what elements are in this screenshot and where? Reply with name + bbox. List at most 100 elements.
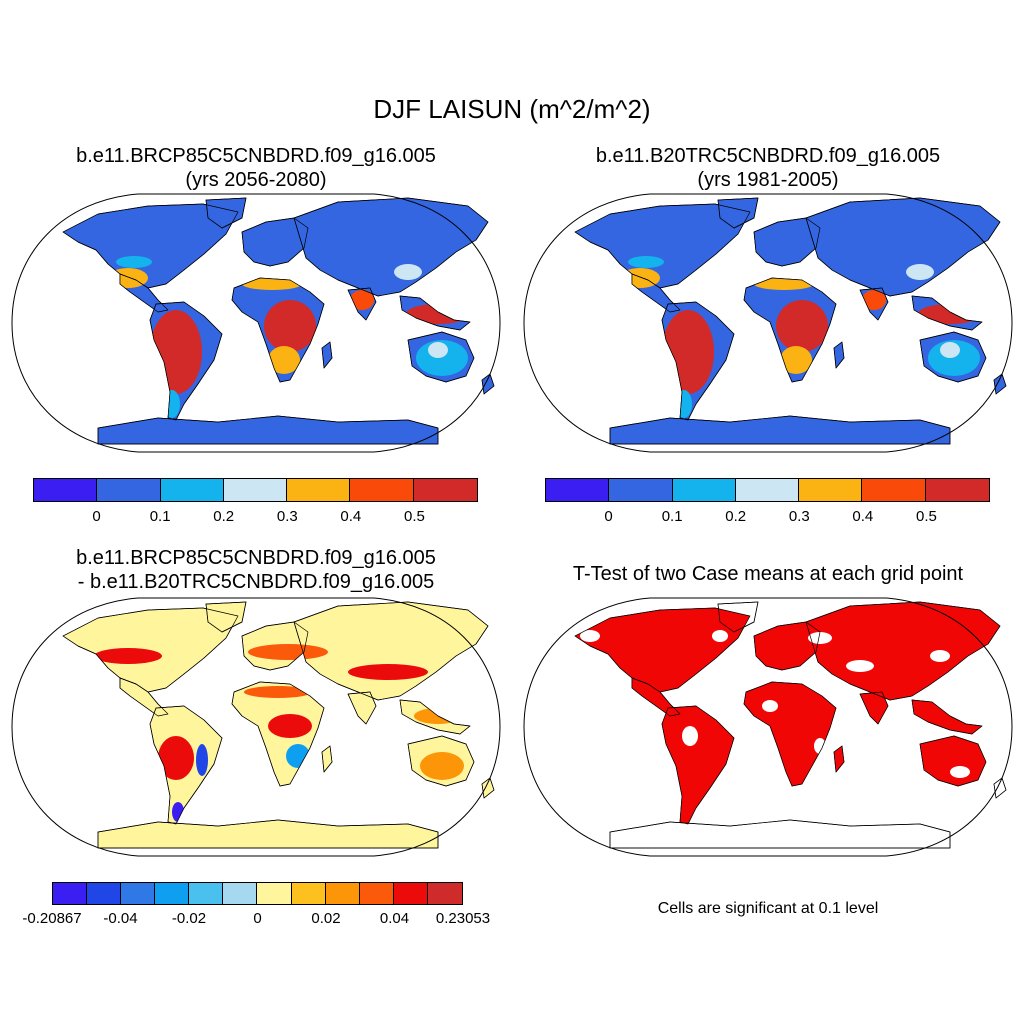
colorbar-future-tick-label: 0.2 [213, 508, 235, 525]
not-significant-area [930, 650, 950, 662]
colorbar-future-swatch [287, 479, 351, 501]
colorbar-historical-swatch [609, 479, 673, 501]
landmass-greenland [717, 601, 759, 633]
landmass-ant [97, 819, 439, 849]
landmass-eu [241, 621, 309, 671]
colorbar-difference-swatch [189, 883, 224, 904]
colorbar-future-swatch [97, 479, 161, 501]
colorbar-historical-swatch [672, 479, 736, 501]
colorbar-difference [52, 882, 463, 905]
landmass-af [231, 277, 325, 383]
landmass-mdg [321, 745, 333, 773]
colorbar-future-tick-label: 0.4 [340, 508, 362, 525]
landmass-asia [293, 601, 489, 701]
colorbar-historical-swatch [735, 479, 800, 501]
main-title: DJF LAISUN (m^2/m^2) [373, 94, 651, 124]
landmass-ind [859, 691, 889, 725]
landmass-aus [919, 735, 987, 787]
landmass-ca [119, 677, 169, 717]
landmass-ind [859, 287, 889, 321]
colorbar-future-swatch [223, 479, 288, 501]
landmass-sea [399, 295, 471, 331]
panel4-title: T-Test of two Case means at each grid po… [518, 562, 1018, 586]
na-midlat-increase [94, 648, 162, 664]
not-significant-area [808, 632, 832, 644]
not-significant-area [846, 660, 874, 672]
us-south-low [628, 256, 664, 268]
southern-africa-mid [780, 346, 812, 374]
mexico-mid [108, 268, 148, 288]
panel1-title-line1: b.e11.BRCP85C5CNBDRD.f09_g16.005 [76, 145, 436, 167]
panel4-title-line1: T-Test of two Case means at each grid po… [572, 563, 964, 585]
landmass-mdg [833, 745, 845, 773]
central-africa-high [264, 300, 316, 352]
significant-af [744, 682, 836, 786]
land-shading [575, 602, 1000, 824]
landmass-sea [911, 295, 983, 331]
landmass-greenland [205, 197, 247, 229]
colorbar-future-swatch [160, 479, 224, 501]
colorbar-difference-tick-label: 0.23053 [435, 910, 491, 927]
map-panel-ttest [523, 597, 1013, 857]
eurasia-increase-east [348, 664, 428, 680]
australia-inner [940, 342, 960, 358]
landmass-sea [399, 699, 471, 735]
landmass-eu [753, 217, 821, 267]
significance-note: Cells are significant at 0.1 level [657, 900, 879, 917]
landmass-na [574, 607, 751, 693]
significant-ca [632, 678, 680, 716]
landmass-af [743, 277, 837, 383]
china-low [394, 264, 422, 280]
panel2-title-line2: (yrs 1981-2005) [697, 169, 839, 191]
landmass-ca [631, 677, 681, 717]
landmass-eu [241, 217, 309, 267]
significant-eu [754, 622, 820, 670]
landmass-eu [753, 621, 821, 671]
not-significant-area [762, 700, 778, 712]
not-significant-area [682, 726, 698, 746]
map-boundary [11, 193, 501, 453]
colorbar-historical-ticks: 0 0.1 0.2 0.3 0.4 0.5 [545, 508, 990, 528]
not-significant-area [580, 630, 600, 642]
landmass-af [743, 681, 837, 787]
landmass-asia [805, 197, 1001, 297]
colorbar-future [33, 478, 478, 502]
colorbar-historical-tick-label: 0.1 [661, 508, 683, 525]
map-panel-historical [523, 193, 1013, 453]
landmass-ca [119, 273, 169, 313]
africa-increase [268, 714, 312, 738]
mexico-mid [620, 268, 660, 288]
colorbar-difference-swatch [325, 883, 360, 904]
panel3-title-line1: b.e11.BRCP85C5CNBDRD.f09_g16.005 [76, 547, 436, 569]
landmass-greenland [717, 197, 759, 229]
colorbar-difference-swatch [427, 883, 462, 904]
landmass-ind [347, 691, 377, 725]
landmass-sea [911, 699, 983, 735]
landmass-nz [993, 777, 1007, 799]
landmass-ant [609, 415, 951, 445]
landmass-nz [993, 373, 1007, 395]
map-boundary [523, 597, 1013, 857]
significant-mdg [834, 746, 844, 772]
landmass-mdg [833, 341, 845, 369]
colorbar-difference-swatch [359, 883, 394, 904]
landmass-ant [609, 819, 951, 849]
landmass-asia [293, 197, 489, 297]
colorbar-historical-swatch [799, 479, 863, 501]
central-africa-high [776, 300, 828, 352]
colorbar-future-tick-label: 0.5 [403, 508, 425, 525]
landmass-asia [805, 197, 1001, 297]
colorbar-historical-tick-label: 0.3 [788, 508, 810, 525]
colorbar-future-swatch [34, 479, 98, 501]
india-mid [350, 290, 374, 310]
landmass-greenland [205, 601, 247, 633]
colorbar-difference-swatch [393, 883, 428, 904]
panel3-title-line2: - b.e11.B20TRC5CNBDRD.f09_g16.005 [77, 571, 435, 593]
landmass-asia [293, 197, 489, 297]
landmass-ind [347, 287, 377, 321]
colorbar-difference-swatch [155, 883, 190, 904]
not-significant-area [712, 630, 728, 642]
sa-increase [158, 736, 194, 780]
colorbar-historical-tick-label: 0.5 [915, 508, 937, 525]
landmass-aus [919, 331, 987, 383]
